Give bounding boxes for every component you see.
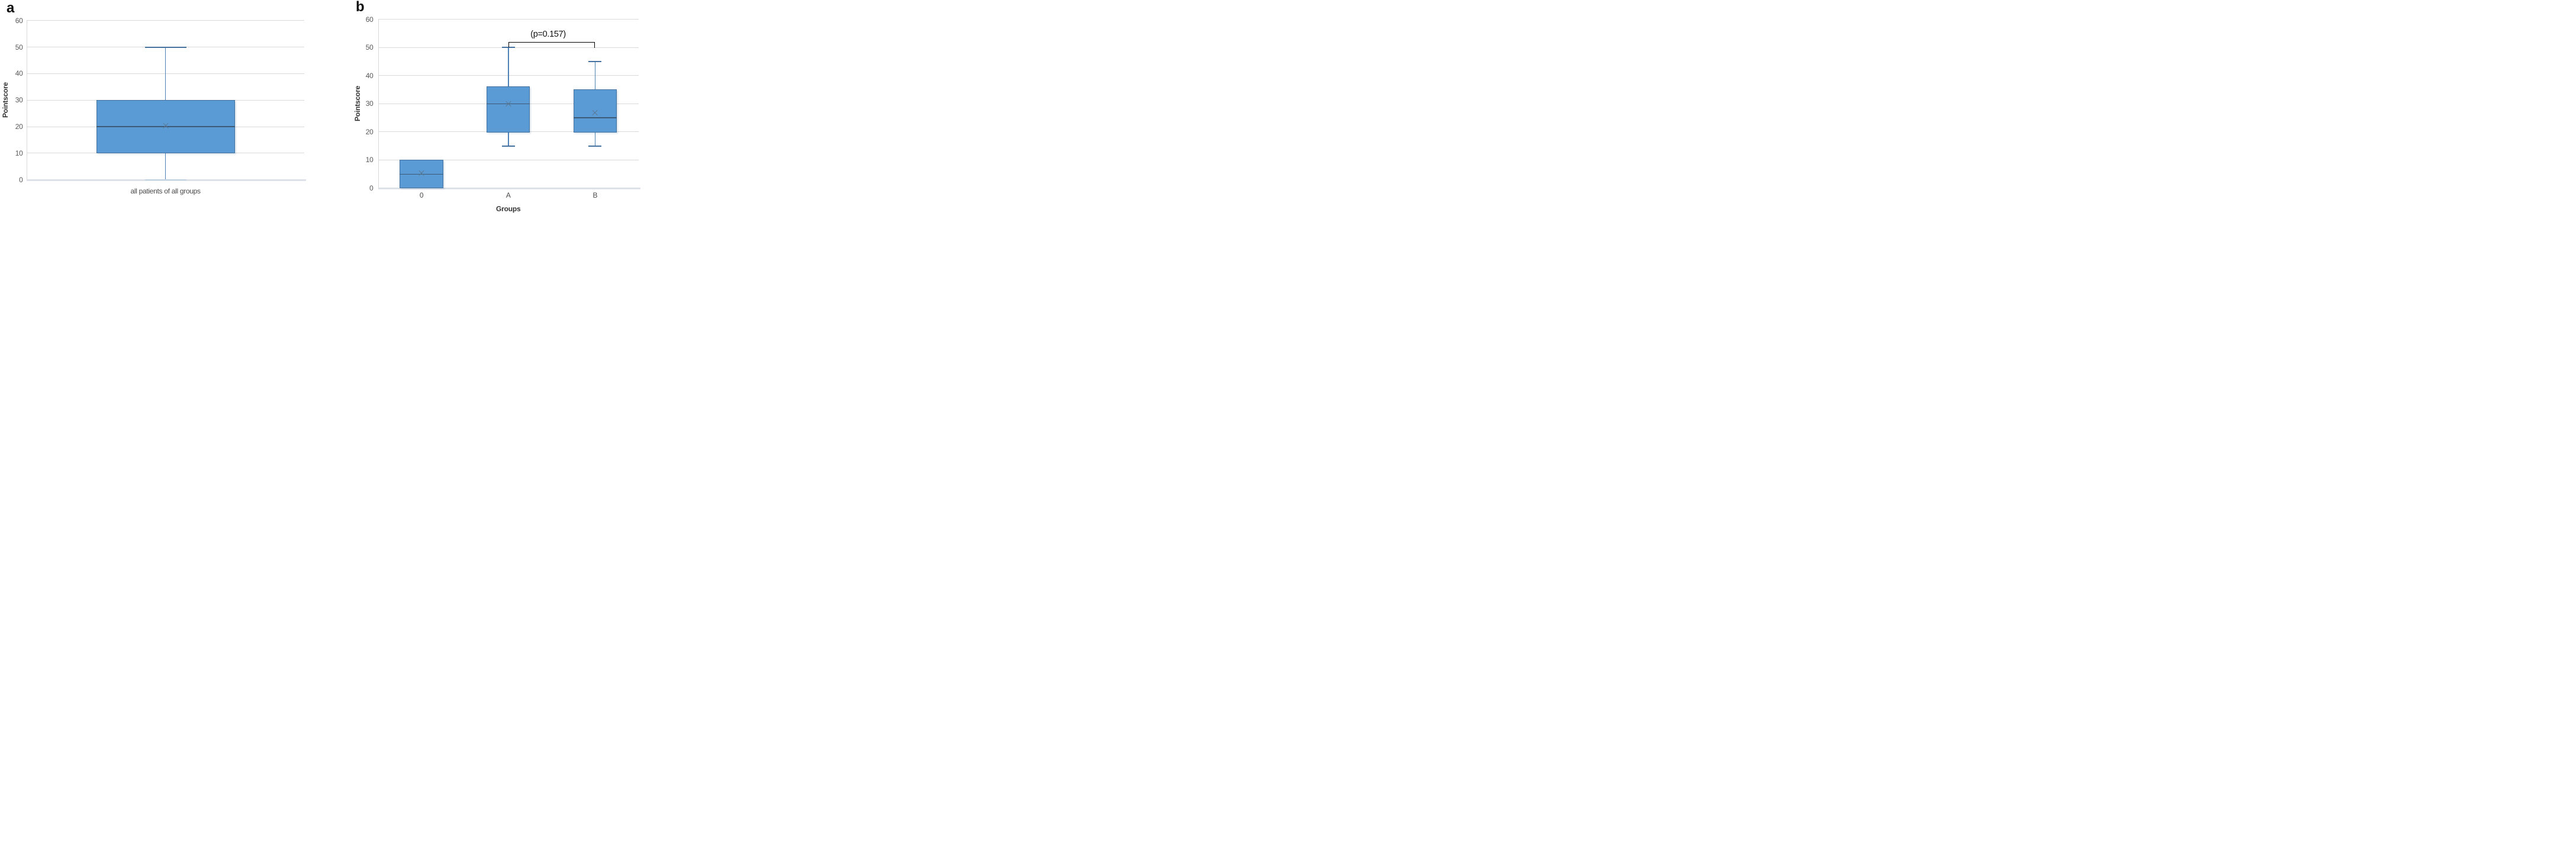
y-tick-label-40: 40 — [15, 69, 23, 78]
significance-bracket-left-leg — [508, 41, 510, 47]
y-tick-label-30: 30 — [15, 96, 23, 105]
y-tick-label-30: 30 — [365, 99, 373, 108]
lower-whisker-line — [594, 133, 596, 146]
mean-x-marker — [505, 100, 512, 107]
y-tick-label-50: 50 — [15, 43, 23, 51]
panel-letter-a: a — [7, 0, 15, 16]
y-tick-label-20: 20 — [365, 127, 373, 136]
x-axis-title-b: Groups — [496, 205, 521, 213]
lower-whisker-cap — [588, 145, 602, 147]
y-tick-label-60: 60 — [365, 15, 373, 24]
y-tick-label-10: 10 — [15, 149, 23, 157]
y-tick-label-50: 50 — [365, 43, 373, 52]
mean-x-marker — [591, 109, 598, 117]
box-A — [487, 86, 530, 133]
lower-whisker-cap — [144, 179, 186, 180]
upper-whisker-line — [508, 47, 509, 86]
gridline-y-60 — [27, 20, 305, 21]
lower-whisker-line — [165, 153, 166, 180]
panel-b: b 0 10 20 30 40 50 60 Pointscore Groups 0 A B (p=0.15… — [0, 0, 644, 217]
x-tick-label-0: 0 — [419, 191, 424, 199]
y-axis-title-b: Pointscore — [353, 85, 362, 122]
panel-a: a 0 10 20 30 40 50 60 Pointscore all patients of … — [0, 0, 644, 217]
significance-bracket-bar — [508, 41, 595, 43]
upper-whisker-cap — [588, 60, 602, 62]
x-tick-label-B: B — [593, 191, 598, 199]
mean-x-marker — [418, 170, 425, 177]
y-tick-label-10: 10 — [365, 156, 373, 164]
boxplot-figure: a 0 10 20 30 40 50 60 Pointscore all patients of … — [0, 0, 644, 217]
upper-whisker-line — [594, 61, 596, 90]
y-tick-label-0: 0 — [369, 184, 373, 192]
y-tick-label-20: 20 — [15, 122, 23, 131]
y-tick-label-40: 40 — [365, 71, 373, 80]
panel-letter-b: b — [356, 0, 365, 15]
x-tick-label-all patients of all groups: all patients of all groups — [130, 186, 201, 195]
lower-whisker-line — [508, 133, 509, 146]
y-tick-label-0: 0 — [19, 175, 23, 184]
x-axis-line — [378, 188, 640, 189]
y-tick-label-60: 60 — [15, 16, 23, 25]
upper-whisker-line — [165, 47, 166, 101]
x-tick-label-A: A — [505, 191, 511, 199]
gridline-y-60 — [378, 19, 639, 20]
p-value-label: (p=0.157) — [530, 29, 566, 39]
significance-bracket-right-leg — [594, 41, 595, 48]
upper-whisker-cap — [144, 46, 186, 48]
median-line — [573, 117, 617, 118]
upper-whisker-cap — [501, 47, 515, 49]
lower-whisker-cap — [501, 145, 515, 147]
plot-area-left-border — [378, 19, 379, 188]
